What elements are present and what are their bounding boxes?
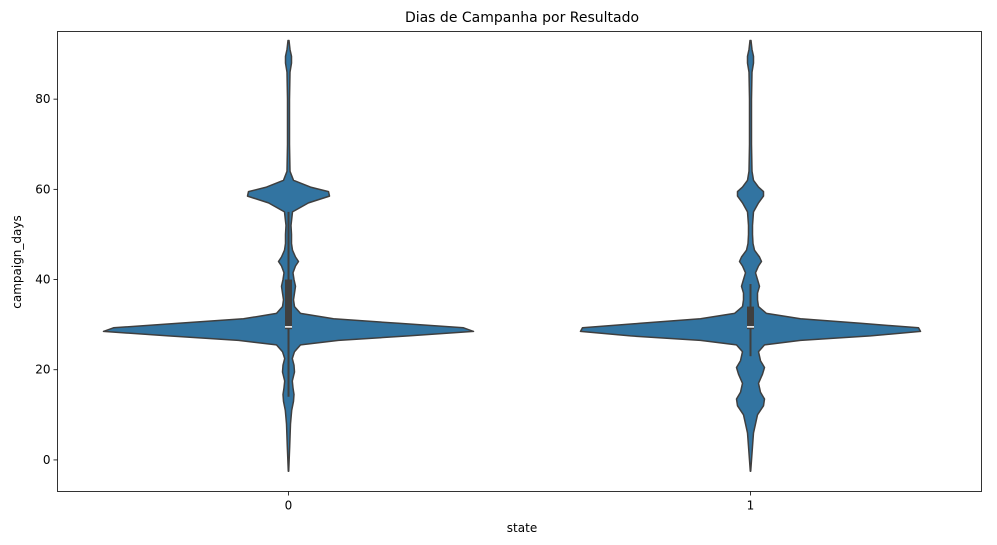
x-tick-label: 0 xyxy=(285,499,293,513)
y-tick-label: 0 xyxy=(43,453,51,467)
y-tick-label: 60 xyxy=(35,182,50,196)
y-axis: 0 20 40 60 80 xyxy=(35,92,58,467)
x-axis-title: state xyxy=(507,521,537,535)
x-tick-label: 1 xyxy=(747,499,755,513)
chart-title: Dias de Campanha por Resultado xyxy=(405,10,639,26)
violin-body-1 xyxy=(579,39,922,472)
y-tick-label: 40 xyxy=(35,273,50,287)
plot-frame xyxy=(57,31,982,492)
violin-iqr-box-0 xyxy=(285,279,292,330)
y-tick-label: 20 xyxy=(35,363,50,377)
violin-iqr-box-1 xyxy=(747,306,754,330)
y-tick-label: 80 xyxy=(35,92,50,106)
violins-layer xyxy=(102,39,922,472)
y-axis-title: campaign_days xyxy=(10,215,24,309)
